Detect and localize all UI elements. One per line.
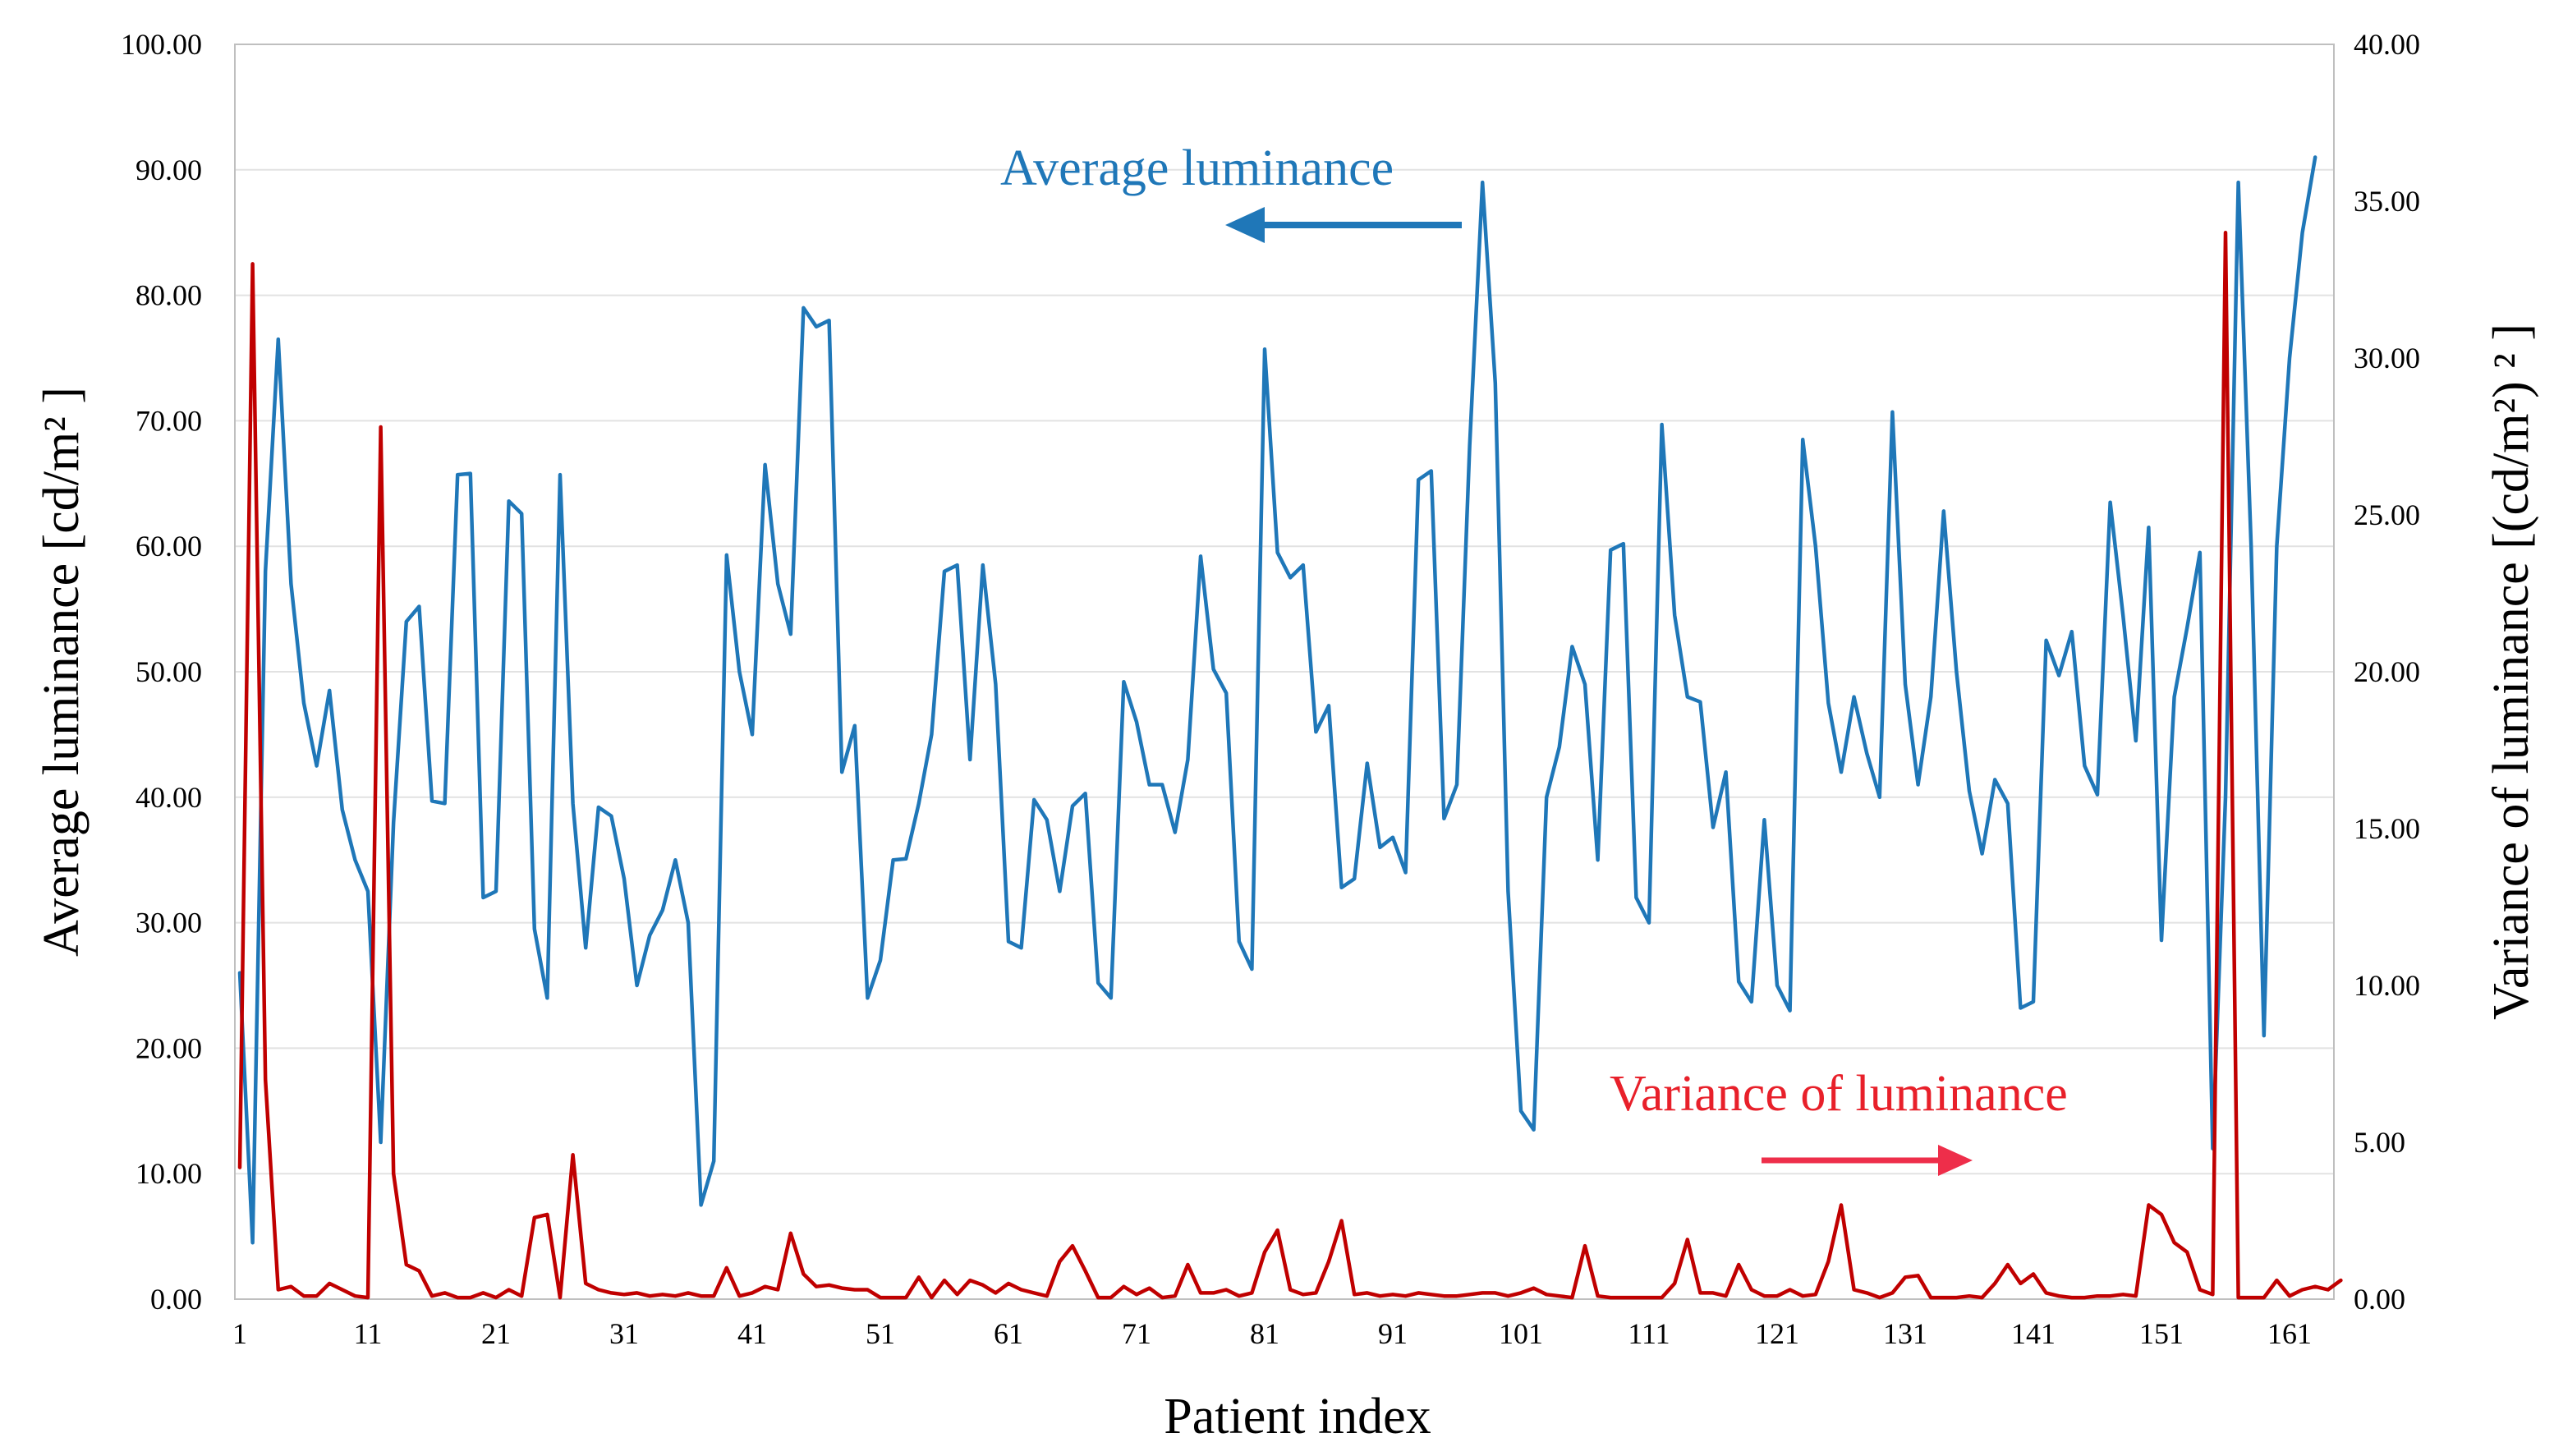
variance-series-line: [237, 230, 2343, 1300]
x-tick-label: 161: [2267, 1317, 2312, 1350]
variance-arrow-icon: [1762, 1145, 1973, 1176]
y-right-tick-label: 10.00: [2354, 969, 2420, 1002]
x-axis-title: Patient index: [1164, 1389, 1431, 1445]
y-left-tick-label: 20.00: [136, 1031, 202, 1064]
x-tick-label: 121: [1755, 1317, 1799, 1350]
tick-labels: 0.0010.0020.0030.0040.0050.0060.0070.008…: [121, 28, 2420, 1350]
plot-frame: [234, 44, 2335, 1300]
y-right-tick-label: 35.00: [2354, 185, 2420, 218]
y-left-tick-label: 10.00: [136, 1157, 202, 1190]
variance-luminance-annotation: Variance of luminance: [1610, 1066, 2068, 1122]
x-tick-label: 1: [232, 1317, 247, 1350]
y-left-tick-label: 40.00: [136, 781, 202, 814]
x-tick-label: 101: [1499, 1317, 1543, 1350]
x-tick-label: 11: [354, 1317, 383, 1350]
x-tick-label: 41: [737, 1317, 767, 1350]
x-tick-label: 71: [1122, 1317, 1151, 1350]
x-tick-label: 21: [481, 1317, 511, 1350]
y-left-tick-label: 90.00: [136, 154, 202, 186]
x-tick-label: 81: [1250, 1317, 1279, 1350]
y-right-tick-label: 15.00: [2354, 812, 2420, 845]
x-tick-label: 131: [1883, 1317, 1927, 1350]
y-right-tick-label: 5.00: [2354, 1126, 2405, 1159]
x-tick-label: 61: [994, 1317, 1023, 1350]
y-right-tick-label: 25.00: [2354, 498, 2420, 531]
y-left-tick-label: 0.00: [150, 1283, 202, 1316]
gridlines: [235, 168, 2334, 1175]
x-tick-label: 141: [2011, 1317, 2056, 1350]
x-tick-label: 51: [866, 1317, 895, 1350]
average-luminance-annotation: Average luminance: [1000, 140, 1394, 196]
y-right-tick-label: 40.00: [2354, 28, 2420, 61]
y-left-tick-label: 30.00: [136, 907, 202, 939]
series-lines: [237, 155, 2343, 1300]
x-tick-label: 91: [1378, 1317, 1408, 1350]
y-axis-title-left: Average luminance [cd/m² ]: [34, 387, 90, 957]
y-left-tick-label: 60.00: [136, 530, 202, 563]
y-right-tick-label: 30.00: [2354, 342, 2420, 374]
x-tick-label: 151: [2139, 1317, 2184, 1350]
y-left-tick-label: 50.00: [136, 655, 202, 688]
y-right-tick-label: 20.00: [2354, 655, 2420, 688]
y-left-tick-label: 70.00: [136, 404, 202, 437]
x-tick-label: 111: [1628, 1317, 1670, 1350]
y-left-tick-label: 80.00: [136, 279, 202, 312]
average-series-line: [237, 155, 2317, 1245]
y-left-tick-label: 100.00: [121, 28, 202, 61]
average-arrow-icon: [1225, 207, 1462, 243]
y-right-tick-label: 0.00: [2354, 1283, 2405, 1316]
y-axis-title-right: Variance of luminance [(cd/m²) ² ]: [2483, 324, 2539, 1020]
x-tick-label: 31: [609, 1317, 639, 1350]
